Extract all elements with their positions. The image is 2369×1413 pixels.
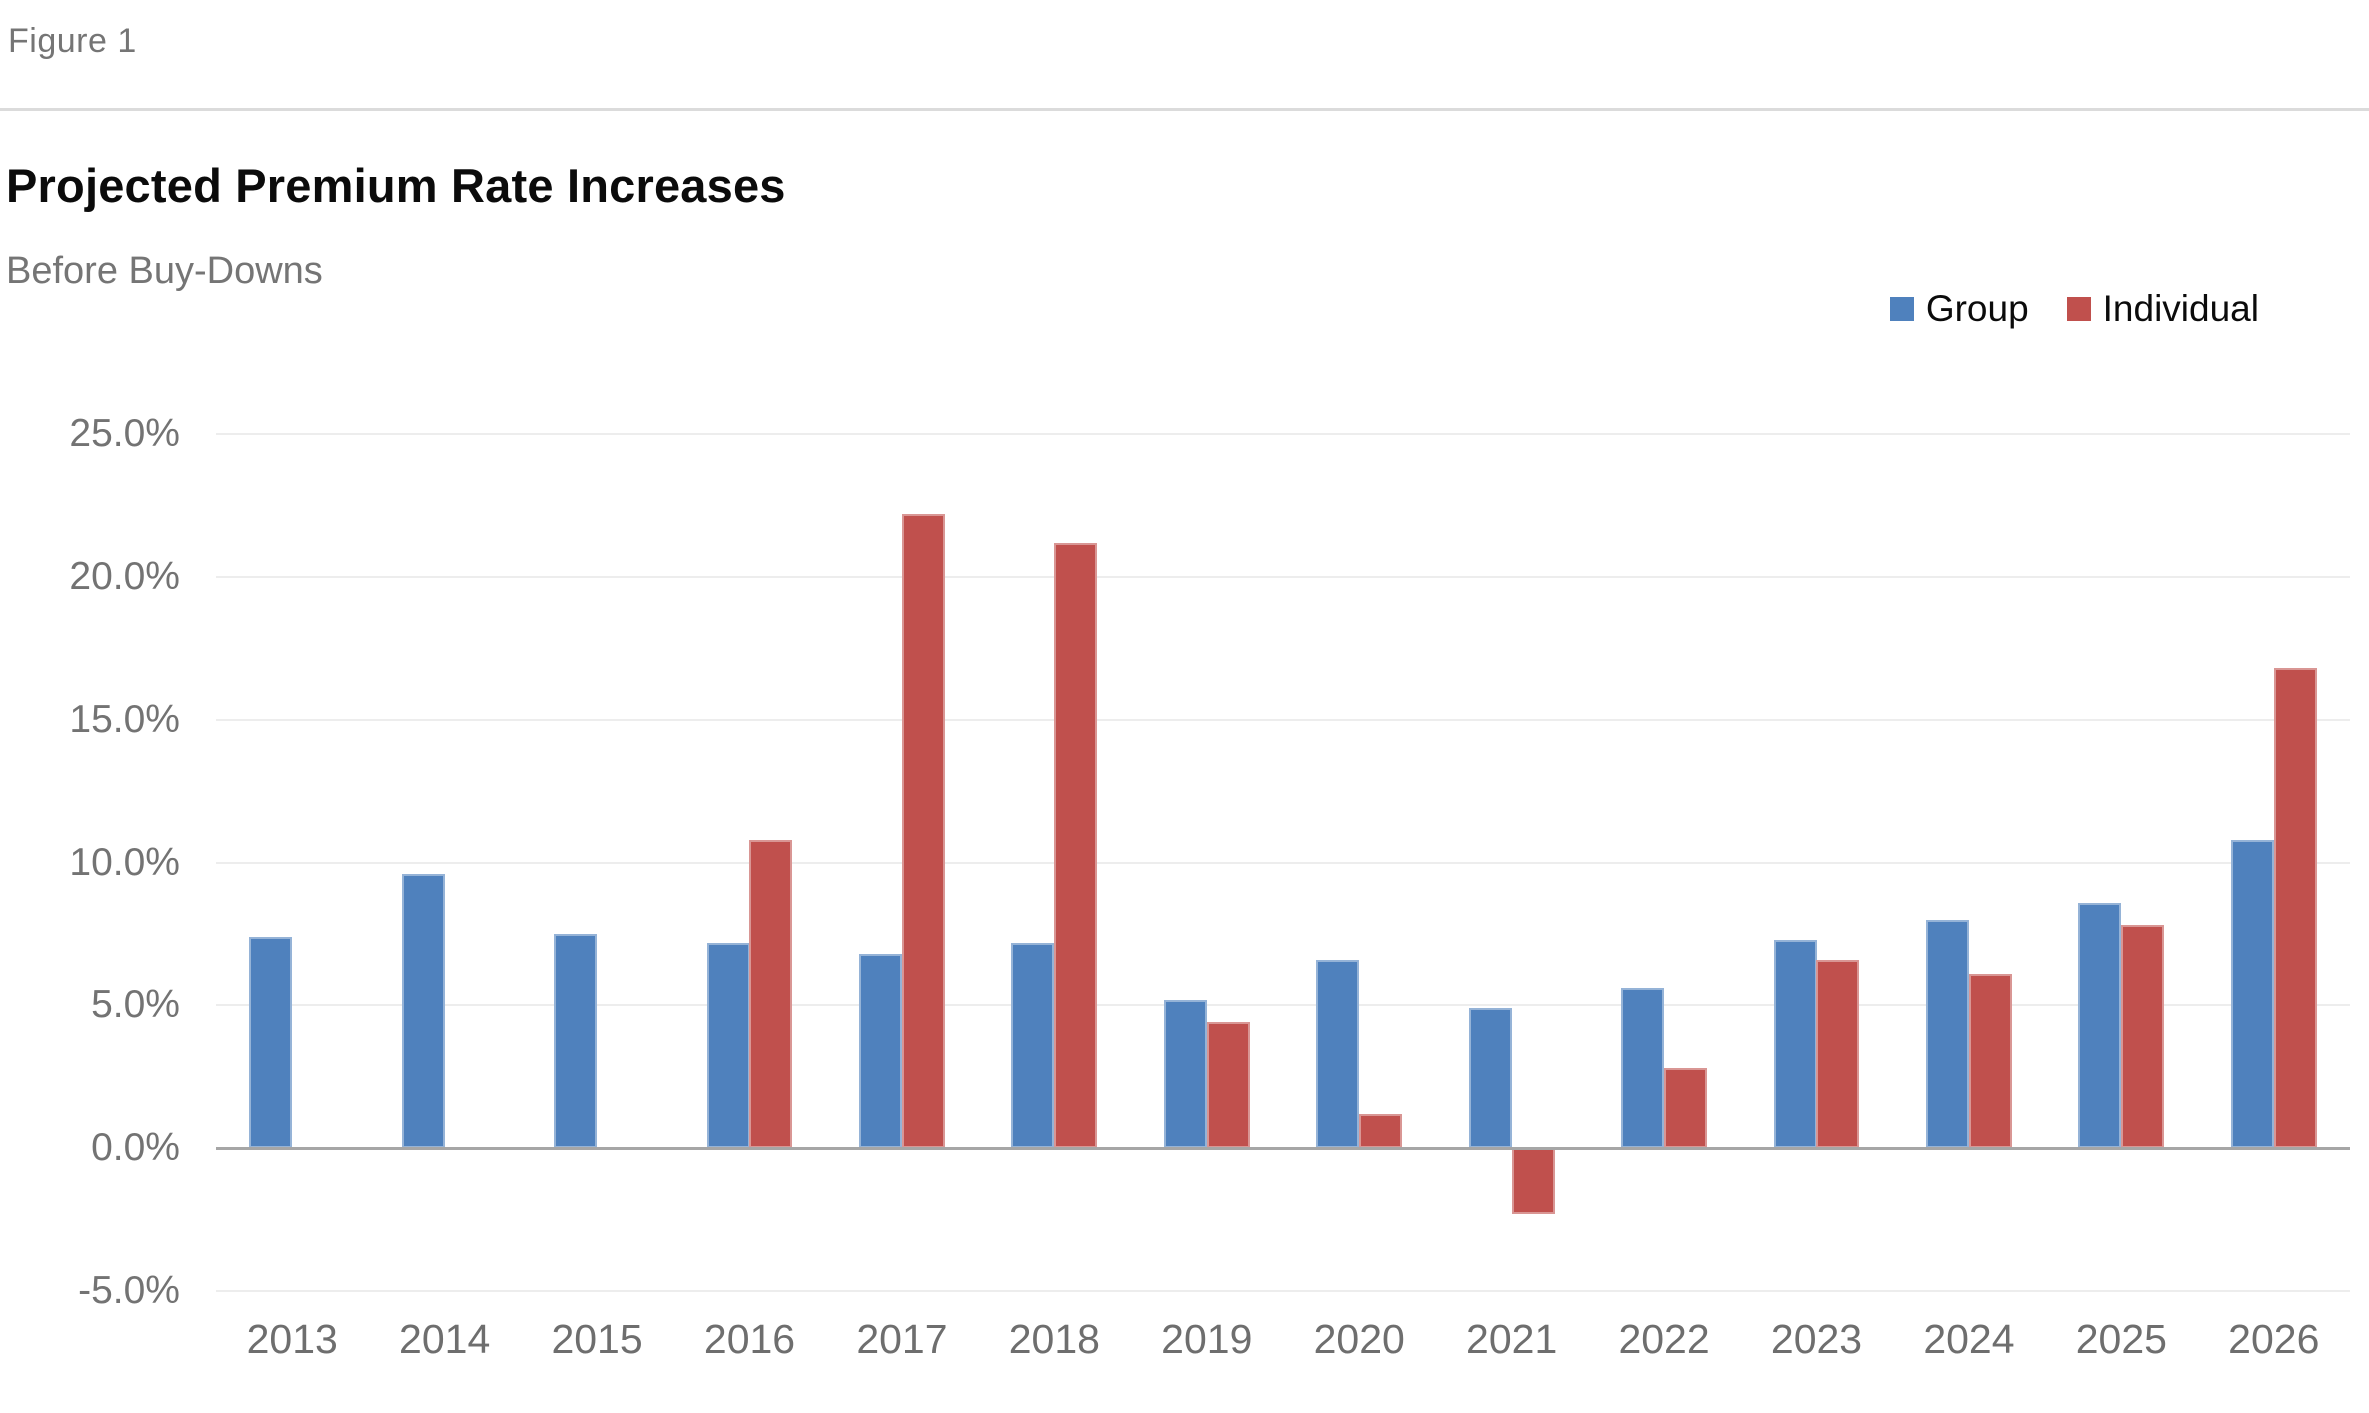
- group-bar-2013: [249, 936, 293, 1149]
- x-tick-label-2024: 2024: [1923, 1316, 2015, 1362]
- figure-label: Figure 1: [8, 22, 137, 60]
- individual-bar-2023: [1816, 959, 1860, 1149]
- x-tick-label-2025: 2025: [2075, 1316, 2167, 1362]
- group-bar-2017: [858, 953, 902, 1149]
- individual-bar-2025: [2121, 925, 2165, 1149]
- x-tick-label-2026: 2026: [2228, 1316, 2320, 1362]
- group-bar-2019: [1163, 999, 1207, 1149]
- bar-group-2024: [1893, 434, 2045, 1291]
- group-bar-2023: [1773, 939, 1817, 1149]
- y-tick-label: 0.0%: [91, 1126, 180, 1170]
- x-tick-label-2021: 2021: [1466, 1316, 1558, 1362]
- group-bar-2025: [2078, 902, 2122, 1149]
- y-tick-label: 25.0%: [69, 412, 180, 455]
- bar-group-2014: [368, 434, 520, 1291]
- x-tick-label-2023: 2023: [1770, 1316, 1863, 1362]
- chart-subtitle: Before Buy-Downs: [6, 250, 323, 292]
- group-bar-2021: [1468, 1008, 1512, 1149]
- bar-group-2017: [826, 434, 978, 1291]
- gridline-10: [216, 861, 2350, 864]
- plot-area: [216, 433, 2350, 1292]
- x-tick-label-2016: 2016: [703, 1316, 796, 1362]
- group-bar-2014: [401, 873, 445, 1149]
- individual-bar-2024: [1968, 973, 2012, 1149]
- gridline--5: [216, 1290, 2350, 1292]
- gridline-20: [216, 575, 2350, 578]
- zero-axis-line: [216, 1147, 2350, 1151]
- y-tick-label: 10.0%: [69, 840, 180, 884]
- group-bar-2016: [706, 942, 750, 1149]
- group-bar-2026: [2230, 839, 2274, 1149]
- gridline-15: [216, 718, 2350, 721]
- y-tick-label: 15.0%: [69, 697, 180, 741]
- bar-group-2026: [2198, 434, 2350, 1291]
- group-bar-2020: [1316, 959, 1360, 1149]
- bar-group-2018: [978, 434, 1130, 1291]
- x-tick-label-2013: 2013: [246, 1316, 338, 1362]
- group-bar-2015: [554, 933, 598, 1149]
- chart-title: Projected Premium Rate Increases: [6, 159, 786, 212]
- gridline-25: [216, 433, 2350, 435]
- group-bar-2018: [1011, 942, 1055, 1149]
- y-tick-label: 5.0%: [91, 983, 180, 1027]
- bar-group-2021: [1435, 434, 1587, 1291]
- individual-bar-2016: [749, 839, 793, 1149]
- x-tick-label-2015: 2015: [551, 1316, 643, 1362]
- group-swatch-icon: [1889, 297, 1914, 321]
- legend-label-individual: Individual: [2102, 288, 2259, 329]
- bar-group-2013: [216, 434, 368, 1291]
- x-tick-label-2017: 2017: [856, 1316, 948, 1362]
- group-bar-2022: [1621, 988, 1665, 1149]
- chart-legend: Group Individual: [1889, 288, 2259, 330]
- individual-swatch-icon: [2066, 297, 2091, 321]
- y-tick-label: -5.0%: [78, 1269, 180, 1312]
- individual-bar-2017: [901, 514, 945, 1149]
- legend-label-group: Group: [1925, 288, 2029, 329]
- header-divider: [0, 108, 2369, 111]
- x-tick-label-2019: 2019: [1161, 1316, 1253, 1362]
- bar-group-2025: [2045, 434, 2197, 1291]
- legend-item-individual: Individual: [2066, 288, 2259, 330]
- bar-group-2015: [521, 434, 673, 1291]
- bar-group-2016: [673, 434, 825, 1291]
- individual-bar-2026: [2273, 668, 2317, 1149]
- x-tick-label-2022: 2022: [1618, 1316, 1710, 1362]
- individual-bar-2022: [1664, 1068, 1708, 1149]
- y-axis-labels: 25.0% 20.0% 15.0% 10.0% 5.0% 0.0% -5.0%: [0, 412, 180, 1312]
- group-bar-2024: [1925, 919, 1969, 1149]
- bar-group-2023: [1740, 434, 1892, 1291]
- legend-item-group: Group: [1889, 288, 2029, 330]
- bar-group-2019: [1131, 434, 1283, 1291]
- x-tick-label-2018: 2018: [1008, 1316, 1100, 1362]
- bar-group-2020: [1283, 434, 1435, 1291]
- gridline-5: [216, 1004, 2350, 1007]
- y-tick-label: 20.0%: [69, 554, 180, 598]
- x-axis-labels: 2013 2014 2015 2016 2017 2018 2019 2020 2021 2022…: [216, 1316, 2350, 1386]
- individual-bar-2018: [1054, 542, 1098, 1149]
- bar-group-2022: [1588, 434, 1740, 1291]
- individual-bar-2020: [1359, 1113, 1403, 1149]
- individual-bar-2021: [1511, 1148, 1555, 1214]
- x-tick-label-2020: 2020: [1313, 1316, 1405, 1362]
- x-tick-label-2014: 2014: [399, 1316, 491, 1362]
- individual-bar-2019: [1206, 1022, 1250, 1149]
